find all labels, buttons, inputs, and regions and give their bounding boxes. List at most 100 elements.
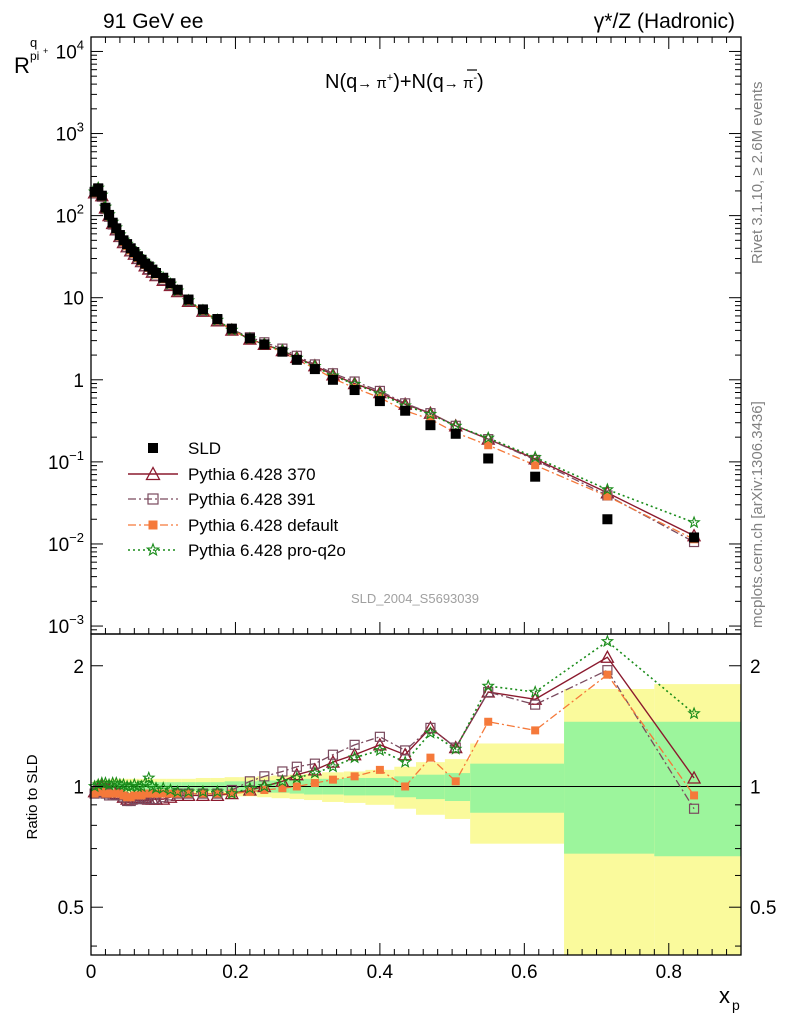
marker-pdef [227, 789, 236, 798]
y-tick-label-ratio-right: 2 [750, 657, 761, 678]
marker-sld [530, 471, 541, 482]
marker-pq2o [225, 786, 239, 800]
marker-pq2o [600, 482, 615, 496]
main-y-axis-label: R q pi + [14, 35, 48, 78]
y-tick-label-ratio-right: 1 [750, 777, 761, 798]
marker-sld [483, 453, 494, 464]
marker-pq2o [163, 782, 178, 796]
x-label-sub: p [732, 997, 740, 1013]
main-title: N(q→ π+)+N(q→ π-) [325, 69, 484, 93]
y-tick-label-ratio-left: 1 [73, 777, 84, 798]
marker-pq2o [398, 755, 412, 768]
marker-sld [259, 339, 270, 350]
title-qbar: q [433, 71, 444, 93]
marker-pq2o [131, 779, 145, 793]
marker-pq2o [687, 706, 701, 720]
header-left: 91 GeV ee [103, 10, 203, 33]
marker-pdef [603, 492, 612, 501]
ratio-y-axis-label: Ratio to SLD [24, 754, 41, 839]
y-label-base: R [14, 53, 30, 78]
legend-label-p370: Pythia 6.428 370 [188, 465, 316, 484]
marker-p391 [425, 722, 436, 733]
band-green-bin [444, 773, 471, 802]
marker-pdef [278, 784, 287, 793]
marker-sld [689, 532, 700, 543]
title-prefix: N(q [325, 71, 357, 93]
y-label-subsup: + [43, 46, 48, 56]
marker-pq2o [326, 759, 340, 773]
y-tick-label-main: 103 [56, 120, 84, 146]
y-label-sup: q [30, 35, 37, 50]
marker-sld [374, 396, 385, 407]
marker-pq2o [257, 779, 272, 793]
marker-pdef [531, 726, 540, 735]
marker-sld [183, 294, 194, 305]
marker-sld [148, 443, 158, 453]
marker-pq2o [142, 770, 156, 784]
y-tick-label-ratio-left: 0.5 [58, 898, 84, 919]
marker-pdef [484, 441, 493, 450]
y-tick-label-main: 10−2 [48, 530, 84, 556]
main-series-markers [87, 180, 702, 548]
y-tick-label-ratio-right: 0.5 [750, 898, 776, 919]
marker-sld [96, 190, 107, 201]
marker-pq2o [145, 542, 161, 557]
band-green-bin [513, 763, 565, 813]
marker-pq2o [347, 750, 362, 764]
marker-pq2o [138, 775, 152, 789]
legend: SLD Pythia 6.428 370 Pythia 6.428 391 Pythi… [128, 439, 346, 560]
marker-pq2o [373, 743, 387, 757]
x-tick-label: 0.2 [222, 962, 248, 983]
y-tick-label-main: 104 [56, 37, 84, 63]
y-tick-label-ratio-left: 2 [73, 657, 84, 678]
marker-p391 [483, 686, 494, 698]
marker-pq2o [448, 741, 463, 755]
x-tick-label: 0.8 [656, 962, 682, 983]
x-label-base: x [719, 983, 730, 1008]
marker-p391 [197, 788, 209, 799]
y-tick-label-main: 10−3 [48, 612, 84, 638]
marker-sld [172, 284, 183, 295]
x-axis-label: x p [719, 983, 740, 1013]
marker-sld [212, 314, 223, 325]
title-mid2: )+N( [393, 71, 433, 93]
marker-pq2o [290, 770, 304, 784]
mcplots-label: mcplots.cern.ch [arXiv:1306.3436] [749, 401, 766, 628]
marker-pq2o [528, 684, 542, 698]
x-tick-label: 0.4 [367, 962, 394, 983]
marker-sld [349, 385, 360, 396]
marker-sld [602, 514, 613, 525]
marker-pdef [159, 789, 168, 798]
marker-p391 [349, 739, 360, 750]
marker-pq2o [423, 725, 438, 739]
marker-sld [165, 278, 176, 289]
y-tick-label-main: 102 [56, 202, 84, 228]
legend-label-pdef: Pythia 6.428 default [188, 516, 339, 535]
marker-pq2o [275, 774, 290, 788]
y-tick-label-main: 1 [73, 371, 84, 392]
legend-label-sld: SLD [188, 439, 221, 458]
marker-pdef [310, 779, 319, 788]
rivet-version-label: Rivet 3.1.10, ≥ 2.6M events [749, 82, 766, 265]
marker-pdef [350, 772, 359, 781]
marker-sld [114, 230, 125, 241]
marker-pdef [292, 782, 301, 791]
marker-pdef [690, 791, 699, 800]
marker-sld [197, 304, 208, 315]
title-mid: π [372, 75, 387, 92]
marker-pq2o [373, 386, 387, 400]
y-label-sub: pi [30, 49, 39, 63]
x-tick-label: 0.6 [511, 962, 537, 983]
marker-p391 [688, 803, 700, 814]
legend-label-pq2o: Pythia 6.428 pro-q2o [188, 541, 346, 560]
marker-sld [277, 346, 288, 357]
title-minus: - [473, 72, 477, 84]
marker-sld [226, 323, 237, 334]
marker-pq2o [196, 784, 210, 798]
ratio-plot-frame [90, 633, 742, 956]
marker-p391 [147, 493, 159, 505]
marker-pq2o [134, 779, 149, 793]
marker-pdef [484, 717, 493, 726]
title-arrow-1: → [357, 75, 372, 92]
marker-sld [158, 272, 169, 283]
